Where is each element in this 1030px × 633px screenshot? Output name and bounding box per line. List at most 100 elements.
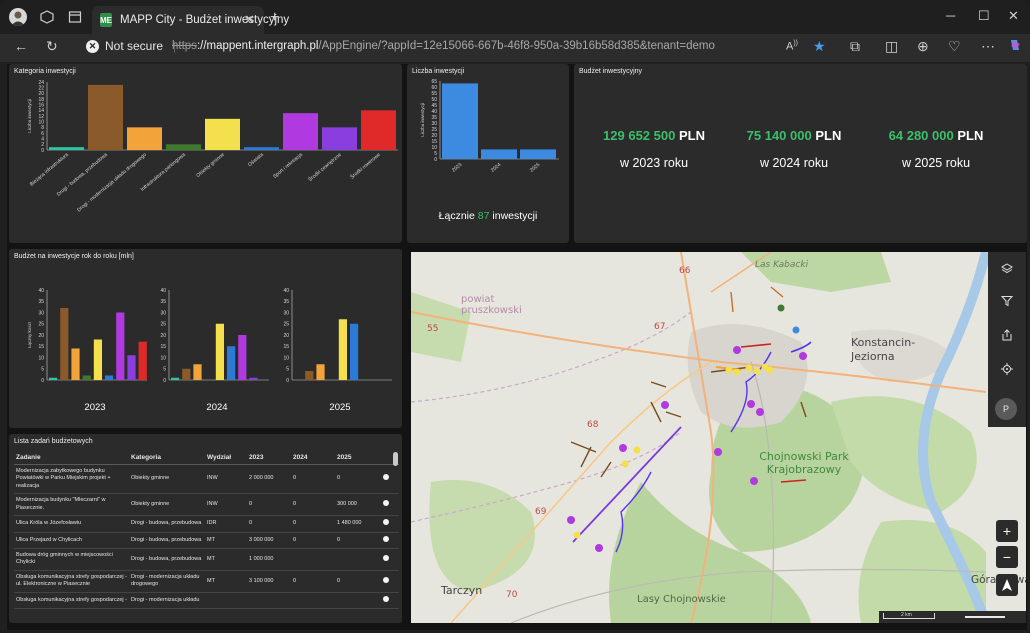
road [680,252,715,623]
table-cell: Obsługa komunikacyjna strefy gospodarcze… [14,570,129,593]
table-cell: MT [205,532,247,549]
table-row[interactable]: Ulica Przejazd w Chylicach Drogi - budowa… [14,532,399,549]
investment-line [740,343,772,348]
bar [82,375,91,380]
back-icon[interactable]: ← [14,38,28,54]
y-tick-label: 40 [38,288,44,294]
layers-icon[interactable] [998,260,1016,278]
new-tab-icon[interactable]: + [270,9,280,26]
compass-button[interactable] [996,574,1018,596]
y-tick-label: 40 [160,288,166,294]
filter-icon[interactable] [998,292,1016,310]
share-icon[interactable] [998,326,1016,344]
url-scheme: https [172,40,197,52]
map-label-las-kabacki: Las Kabacki [755,260,809,270]
bar [171,377,180,380]
map-label-powiat: powiat pruszkowski [461,294,522,316]
table-row[interactable]: Obsługa komunikacyjna strefy gospodarcze… [14,570,399,593]
map-view[interactable]: Las Kabacki powiat pruszkowski Konstanci… [411,252,1026,623]
column-header[interactable]: 2023 [247,450,291,465]
table-cell: INW [205,464,247,495]
table-row[interactable]: Modernizacja budynku "Mleczarni" w Piase… [14,493,399,517]
zoom-to-pin-icon[interactable] [381,532,399,549]
yearly-title: Budżet na inwestycje rok do roku [mln] [14,253,134,260]
read-aloud-icon[interactable]: A)) [786,40,799,53]
locate-icon[interactable] [998,360,1016,378]
table-row[interactable]: Obsługa komunikacyjna strefy gospodarcze… [14,592,399,610]
user-avatar[interactable]: P [995,398,1017,420]
table-cell: 0 [335,532,381,549]
tab-favicon: ME [100,13,112,27]
y-tick-label: 25 [283,322,289,328]
y-tick-label: 5 [163,367,166,373]
y-tick-label: 15 [160,344,166,350]
table-row[interactable]: Ulica Króla w Józefosławiu Drogi - budowa… [14,515,399,533]
table-row[interactable]: Budowa dróg gminnych w miejscowości Chyl… [14,548,399,571]
table-cell: Drogi - modernizacja układu drogowego [129,570,205,593]
y-tick-label: 0 [286,378,289,384]
total-prefix: Łącznie [438,210,475,222]
profile-avatar[interactable] [9,8,27,26]
column-header[interactable]: Zadanie [14,450,129,465]
category-title: Kategoria inwestycji [14,68,76,75]
zoom-to-pin-icon[interactable] [381,570,399,593]
collections-icon[interactable]: ⊕ [917,38,929,54]
copilot-icon[interactable] [1008,38,1022,55]
table-cell: Drogi - budowa, przebudowa [129,515,205,533]
zoom-in-button[interactable]: + [996,520,1018,542]
favorite-star-icon[interactable]: ★ [813,38,826,54]
split-screen-icon[interactable]: ◫ [885,38,899,54]
workspaces-icon[interactable] [38,8,56,26]
zoom-to-pin-icon[interactable] [381,548,399,571]
close-window-icon[interactable]: ✕ [1008,8,1019,23]
x-tick-label: Infrastruktura parkingowa [140,152,187,193]
security-indicator[interactable]: ✕ Not secure | [86,39,176,53]
budget-2023-amount: 129 652 500 PLN [603,128,705,143]
y-tick-label: 18 [38,97,44,103]
tasks-scrollbar[interactable] [393,452,398,466]
zoom-to-pin-icon[interactable] [381,592,399,610]
y-tick-label: 6 [41,131,44,137]
more-menu-icon[interactable]: ⋯ [981,38,995,54]
table-cell: Obsługa komunikacyjna strefy gospodarcze… [14,592,129,610]
maximize-icon[interactable]: ☐ [978,8,990,23]
y-tick-label: 15 [38,344,44,350]
minimize-icon[interactable]: ─ [946,8,956,23]
map-canvas [411,252,991,623]
table-cell: 3 100 000 [247,570,291,593]
table-cell: 0 [291,464,335,495]
column-header[interactable]: Wydział [205,450,247,465]
tasks-title: Lista zadań budżetowych [14,438,93,445]
x-tick-label: 2024 [490,162,503,174]
y-tick-label: 35 [160,299,166,305]
table-row[interactable]: Modernizacja zabytkowego budynku Powiató… [14,464,399,495]
map-label-chojnowski: Chojnowski Park Krajobrazowy [759,450,849,477]
budget-2025-label: w 2025 roku [901,156,971,170]
refresh-icon[interactable]: ↻ [46,38,58,54]
investment-points [567,304,807,552]
column-header[interactable]: Kategoria [129,450,205,465]
table-cell: 0 [335,464,381,495]
active-tab[interactable]: ME MAPP City - Budżet inwestycyjny ✕ [92,6,289,34]
y-axis-label: Liczba inwestycji [420,103,425,137]
count-panel: Liczba inwestycji 0 5 10 15 20 25 30 35 40 45 50 55… [407,64,569,243]
extensions-icon[interactable]: ⧉ [850,38,860,54]
browser-essentials-icon[interactable]: ♡ [948,38,961,54]
zoom-out-button[interactable]: − [996,546,1018,568]
close-tab-icon[interactable]: ✕ [244,12,255,27]
url-field[interactable]: https://mappent.intergraph.pl/AppEngine/… [172,40,715,52]
y-tick-label: 15 [431,139,437,145]
bar [283,113,318,150]
table-cell: 0 [291,493,335,517]
tab-actions-icon[interactable] [66,8,84,26]
forest-area [411,292,471,362]
column-header[interactable]: 2024 [291,450,335,465]
zoom-to-pin-icon[interactable] [381,493,399,517]
table-cell: 0 [291,515,335,533]
zoom-to-pin-icon[interactable] [381,464,399,495]
urban-area [851,329,951,382]
column-header[interactable]: 2025 [335,450,381,465]
bar [127,355,136,380]
bar [166,144,201,150]
zoom-to-pin-icon[interactable] [381,515,399,533]
